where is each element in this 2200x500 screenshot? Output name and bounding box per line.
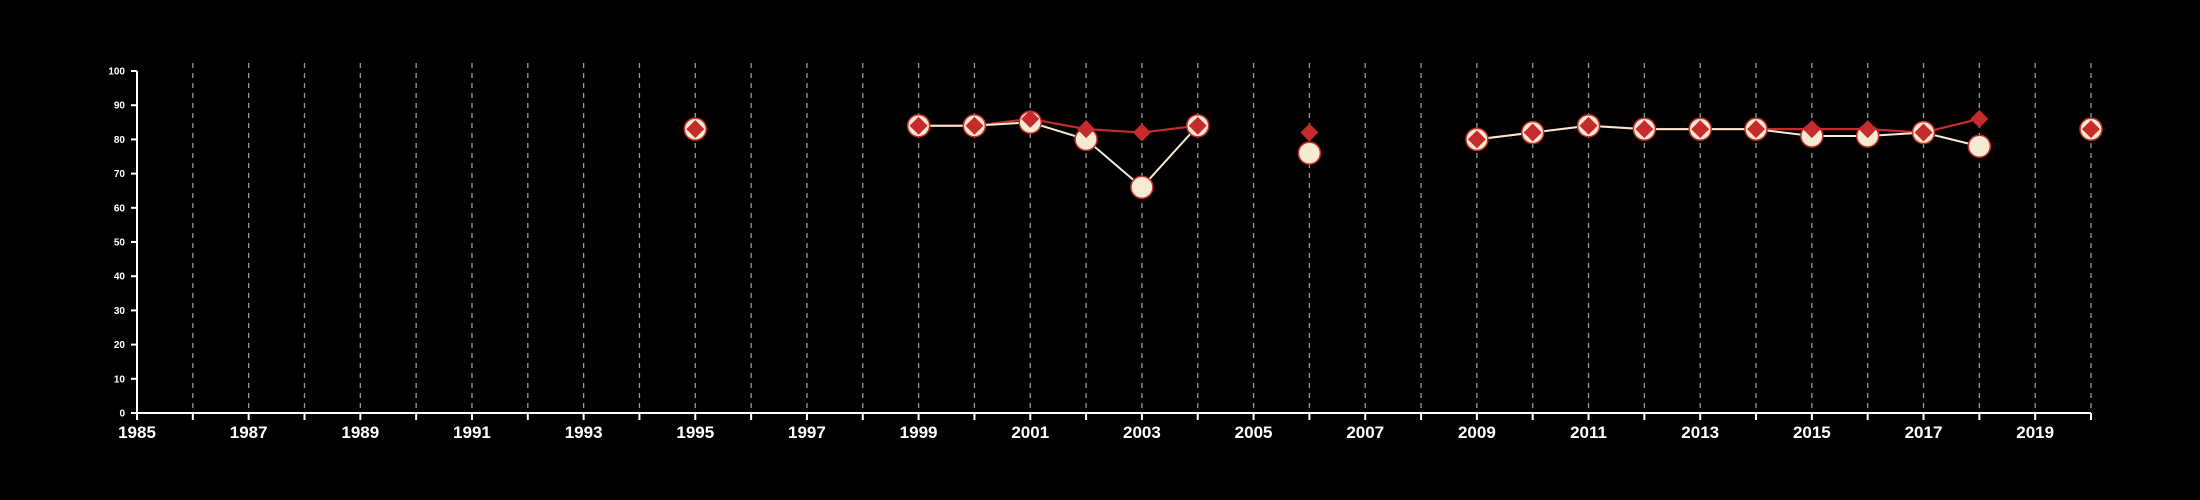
circle-point-2018	[1967, 134, 1992, 158]
diamond-point-1995	[686, 120, 705, 139]
y-tick-label-0: 0	[119, 409, 125, 420]
y-tick-label-100: 100	[108, 67, 125, 78]
y-tick-label-20: 20	[114, 340, 126, 351]
diamond-point-2004	[1188, 116, 1207, 135]
x-tick-label-2017: 2017	[1905, 423, 1943, 442]
x-tick-label-2003: 2003	[1123, 423, 1161, 442]
y-tick-label-10: 10	[114, 374, 126, 385]
diamond-point-1999	[909, 116, 928, 135]
axes: 1985 1987 1989 1991 1993 1995 1997 1999 2001 2003…	[108, 67, 2092, 442]
y-tick-label-80: 80	[114, 135, 126, 146]
x-tick-label-2015: 2015	[1793, 423, 1831, 442]
x-tick-label-2011: 2011	[1570, 423, 1607, 442]
x-tick-label-2009: 2009	[1458, 423, 1496, 442]
diamond-point-2002	[1077, 120, 1096, 139]
x-tick-label-2019: 2019	[2016, 423, 2054, 442]
x-tick-label-1995: 1995	[676, 423, 714, 442]
diamond-point-2009	[1467, 130, 1486, 149]
y-tick-label-90: 90	[114, 101, 126, 112]
diamond-point-2001	[1021, 109, 1040, 128]
diamond-point-2000	[965, 116, 984, 135]
x-tick-label-1985: 1985	[118, 423, 156, 442]
x-tick-label-2005: 2005	[1235, 423, 1273, 442]
diamond-point-2014	[1747, 120, 1766, 139]
y-tick-label-60: 60	[114, 203, 126, 214]
x-tick-label-1999: 1999	[900, 423, 938, 442]
x-tick-label-1991: 1991	[453, 423, 491, 442]
x-tick-label-2013: 2013	[1681, 423, 1719, 442]
x-tick-label-1997: 1997	[788, 423, 826, 442]
x-tick-label-2001: 2001	[1011, 423, 1049, 442]
diamond-point-2011	[1579, 116, 1598, 135]
y-tick-label-30: 30	[114, 306, 126, 317]
diamond-point-2016	[1858, 120, 1877, 139]
diamond-point-2015	[1802, 120, 1821, 139]
y-tick-label-40: 40	[114, 272, 126, 283]
diamond-point-2020	[2082, 120, 2100, 139]
diamond-point-2017	[1914, 123, 1933, 142]
diamond-point-2010	[1523, 123, 1542, 142]
diamond-point-2012	[1635, 120, 1654, 139]
x-tick-label-2007: 2007	[1346, 423, 1384, 442]
x-tick-label-1993: 1993	[565, 423, 603, 442]
diamond-point-2013	[1691, 120, 1710, 139]
y-tick-label-50: 50	[114, 238, 126, 249]
circle-point-2003	[1130, 175, 1154, 200]
grid-lines	[192, 63, 2092, 413]
diamond-point-2003	[1132, 123, 1151, 142]
circle-point-2006	[1297, 141, 1322, 165]
series-circle-line-0	[918, 121, 1199, 189]
series-circle-line-1	[1476, 124, 1980, 148]
series-markers	[683, 109, 2103, 200]
diamond-point-2006	[1300, 123, 1319, 142]
y-tick-label-70: 70	[114, 169, 126, 180]
x-tick-label-1989: 1989	[341, 423, 379, 442]
diamond-point-2018	[1970, 109, 1989, 128]
x-tick-label-1987: 1987	[230, 423, 268, 442]
